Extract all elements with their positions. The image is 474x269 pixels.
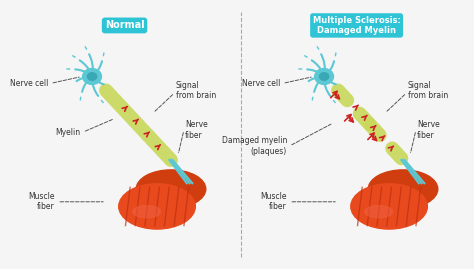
Text: Signal
from brain: Signal from brain: [408, 81, 448, 100]
Ellipse shape: [82, 69, 101, 84]
Text: Nerve cell: Nerve cell: [242, 79, 280, 88]
Text: Multiple Sclerosis:
Damaged Myelin: Multiple Sclerosis: Damaged Myelin: [313, 16, 401, 35]
Ellipse shape: [88, 73, 97, 80]
Text: Myelin: Myelin: [55, 128, 81, 137]
Ellipse shape: [368, 170, 438, 208]
Ellipse shape: [133, 206, 161, 218]
Text: Signal
from brain: Signal from brain: [175, 81, 216, 100]
Text: Muscle
fiber: Muscle fiber: [28, 192, 55, 211]
Ellipse shape: [119, 184, 195, 229]
Text: Nerve
fiber: Nerve fiber: [417, 120, 440, 140]
Text: Nerve
fiber: Nerve fiber: [185, 120, 208, 140]
Text: Muscle
fiber: Muscle fiber: [261, 192, 287, 211]
Ellipse shape: [315, 69, 334, 84]
Ellipse shape: [136, 170, 206, 208]
Text: Nerve cell: Nerve cell: [9, 79, 48, 88]
Ellipse shape: [319, 73, 328, 80]
Ellipse shape: [365, 206, 392, 218]
Text: Normal: Normal: [105, 20, 145, 30]
Text: Damaged myelin
(plaques): Damaged myelin (plaques): [222, 136, 287, 156]
Ellipse shape: [351, 184, 428, 229]
